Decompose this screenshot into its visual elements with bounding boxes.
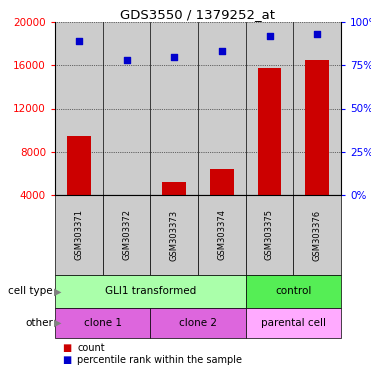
Bar: [210, 169, 234, 195]
Text: ■: ■: [62, 355, 72, 365]
Bar: [305, 60, 329, 195]
Bar: [150, 308, 246, 338]
Bar: [103, 195, 150, 275]
Bar: [162, 182, 186, 195]
Bar: [246, 275, 341, 308]
Text: GSM303372: GSM303372: [122, 210, 131, 260]
Bar: [293, 195, 341, 275]
Title: GDS3550 / 1379252_at: GDS3550 / 1379252_at: [121, 8, 276, 21]
Text: clone 1: clone 1: [84, 318, 122, 328]
Point: [171, 53, 177, 60]
Point: [76, 38, 82, 44]
Text: ▶: ▶: [53, 318, 61, 328]
Bar: [198, 195, 246, 275]
Bar: [55, 195, 103, 275]
Text: cell type: cell type: [9, 286, 53, 296]
Text: ▶: ▶: [53, 286, 61, 296]
Bar: [115, 195, 138, 234]
Point: [314, 31, 320, 37]
Bar: [246, 22, 293, 195]
Text: GSM303371: GSM303371: [74, 210, 83, 260]
Bar: [150, 22, 198, 195]
Text: GSM303376: GSM303376: [313, 209, 322, 261]
Bar: [55, 275, 246, 308]
Text: ■: ■: [62, 343, 72, 353]
Text: GSM303373: GSM303373: [170, 209, 179, 261]
Bar: [103, 22, 150, 195]
Text: count: count: [78, 343, 105, 353]
Text: control: control: [275, 286, 312, 296]
Bar: [55, 308, 150, 338]
Text: GSM303375: GSM303375: [265, 210, 274, 260]
Bar: [257, 68, 282, 195]
Text: percentile rank within the sample: percentile rank within the sample: [78, 355, 242, 365]
Bar: [150, 195, 198, 275]
Text: GLI1 transformed: GLI1 transformed: [105, 286, 196, 296]
Text: other: other: [25, 318, 53, 328]
Bar: [246, 195, 293, 275]
Text: parental cell: parental cell: [261, 318, 326, 328]
Bar: [67, 136, 91, 195]
Bar: [198, 22, 246, 195]
Point: [266, 33, 272, 39]
Bar: [55, 22, 103, 195]
Point: [124, 57, 129, 63]
Text: GSM303374: GSM303374: [217, 210, 226, 260]
Text: clone 2: clone 2: [179, 318, 217, 328]
Bar: [246, 308, 341, 338]
Point: [219, 48, 225, 55]
Bar: [293, 22, 341, 195]
